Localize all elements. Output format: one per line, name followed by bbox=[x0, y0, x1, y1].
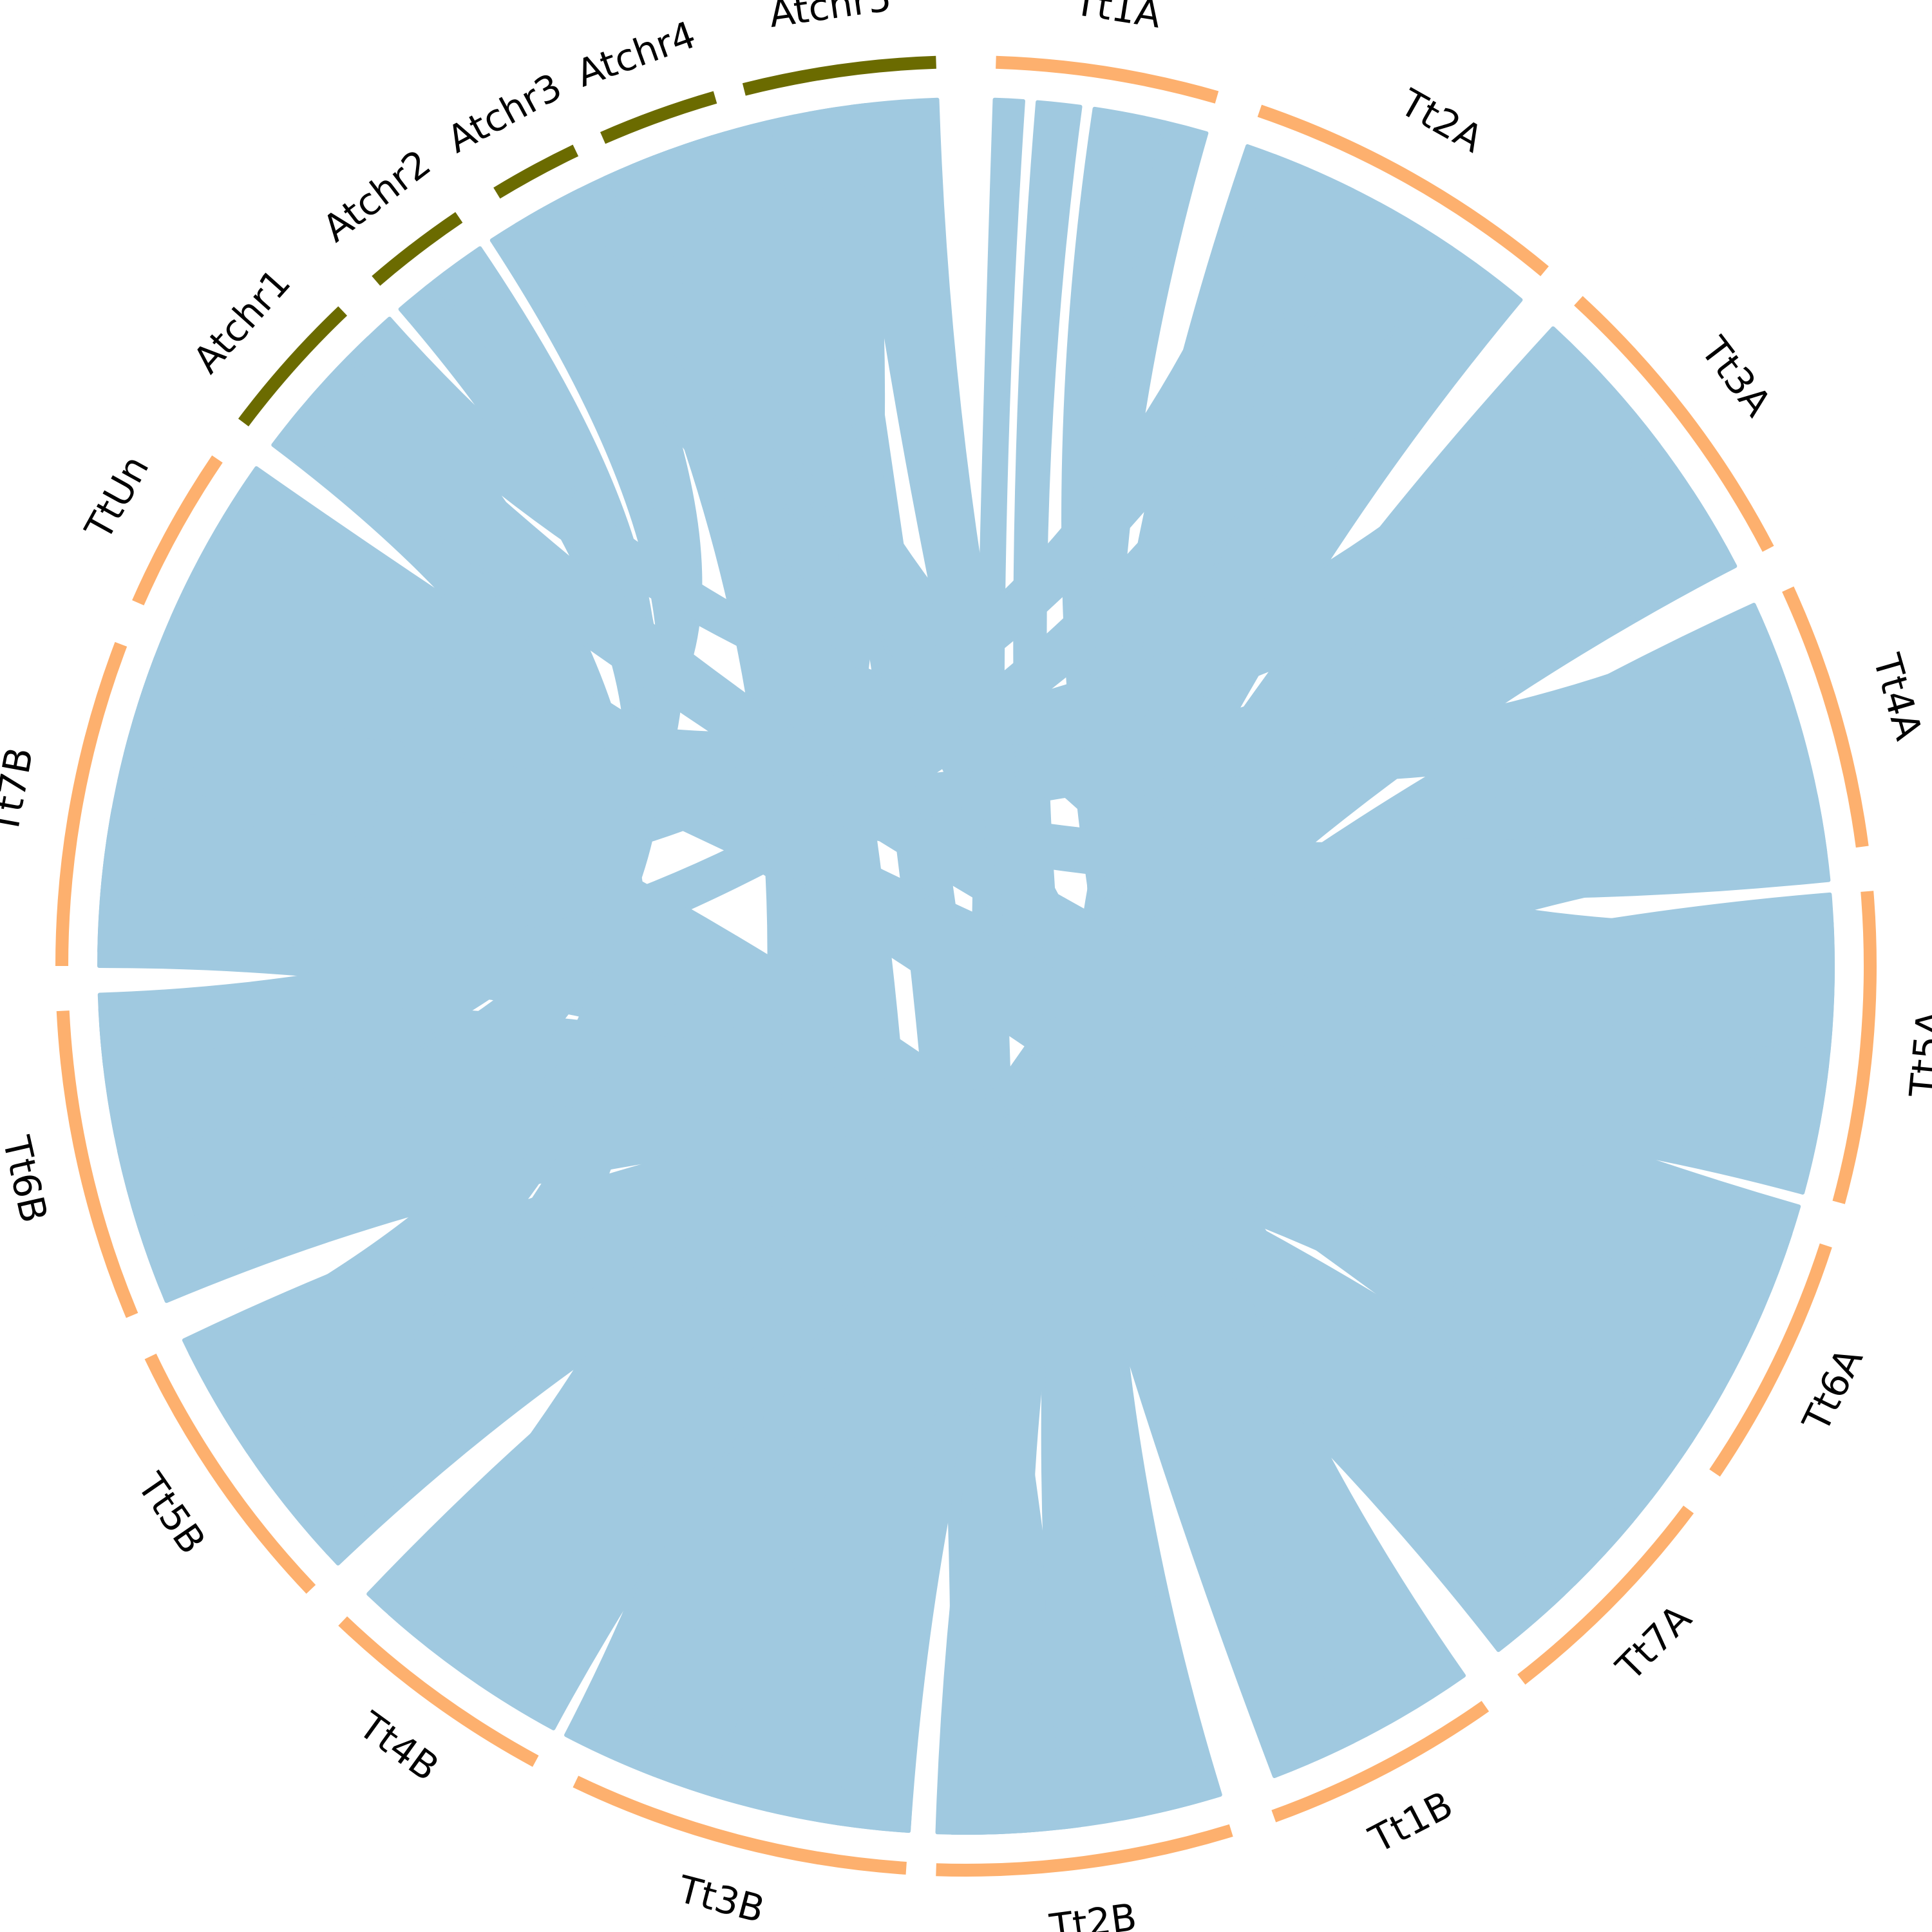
chromosome-arc-tt6b bbox=[56, 1010, 138, 1318]
chromosome-label-tt2b: Tt2B bbox=[1046, 1895, 1139, 1932]
synteny-links bbox=[97, 97, 1835, 1835]
synteny-link bbox=[346, 316, 1793, 782]
chromosome-label-atchr2: Atchr2 bbox=[314, 141, 439, 251]
chromosome-arc-tt2a bbox=[1257, 104, 1549, 276]
synteny-link bbox=[682, 120, 1566, 1653]
chromosome-arc-tt7a bbox=[1517, 1505, 1694, 1685]
chromosome-arc-atchr4 bbox=[600, 91, 717, 144]
chromosome-arc-tt7b bbox=[55, 641, 128, 967]
chromosome-arc-tt1b bbox=[1271, 1701, 1490, 1823]
chromosome-arc-tt4b bbox=[338, 1616, 539, 1767]
chromosome-label-tt3b: Tt3B bbox=[673, 1867, 769, 1931]
chromosome-label-tt2a: Tt2A bbox=[1392, 80, 1490, 161]
synteny-link bbox=[223, 466, 1756, 1418]
chromosome-ring bbox=[55, 55, 1877, 1877]
chromosome-label-tt6b: Tt6B bbox=[0, 1132, 56, 1227]
synteny-link bbox=[100, 154, 1356, 903]
synteny-link bbox=[97, 202, 1454, 1068]
chromosome-label-tt7a: Tt7A bbox=[1607, 1596, 1700, 1689]
synteny-link bbox=[849, 97, 1356, 1778]
chromosome-label-tt1b: Tt1B bbox=[1362, 1783, 1460, 1862]
chromosome-arc-ttun bbox=[132, 455, 223, 606]
chromosome-label-tt7b: Tt7B bbox=[0, 744, 42, 838]
chromosome-label-tt1a: Tt1A bbox=[1071, 0, 1164, 37]
chromosome-arc-tt3b bbox=[573, 1776, 907, 1875]
chromosome-arc-tt5a bbox=[1832, 891, 1877, 1204]
chromosome-label-atchr1: Atchr1 bbox=[185, 261, 299, 382]
chromosome-label-atchr5: Atchr5 bbox=[766, 0, 894, 36]
chromosome-arc-tt2b bbox=[936, 1824, 1233, 1877]
chromosome-label-tt4a: Tt4A bbox=[1864, 649, 1931, 745]
chromosome-arc-tt6a bbox=[1709, 1243, 1832, 1477]
chromosome-label-atchr4: Atchr4 bbox=[571, 13, 701, 96]
chromosome-label-tt4b: Tt4B bbox=[350, 1703, 447, 1790]
chromosome-arc-tt1a bbox=[996, 55, 1219, 104]
chromosome-label-ttun: TtUn bbox=[76, 448, 157, 547]
chromosome-arc-tt3a bbox=[1574, 296, 1774, 552]
chromosome-arc-atchr3 bbox=[493, 144, 579, 199]
chromosome-label-tt3a: Tt3A bbox=[1692, 328, 1780, 424]
chromosome-label-atchr3: Atchr3 bbox=[440, 64, 569, 162]
chromosome-arc-atchr2 bbox=[372, 212, 463, 286]
chromosome-label-tt5a: Tt5A bbox=[1901, 1009, 1932, 1100]
chromosome-arc-atchr1 bbox=[238, 306, 348, 427]
chromosome-label-tt5b: Tt5B bbox=[129, 1465, 214, 1562]
chromosome-arc-tt5b bbox=[144, 1353, 316, 1594]
chromosome-arc-tt4a bbox=[1782, 586, 1869, 848]
chromosome-label-tt6a: Tt6A bbox=[1794, 1341, 1871, 1439]
chromosome-arc-atchr5 bbox=[742, 55, 936, 96]
